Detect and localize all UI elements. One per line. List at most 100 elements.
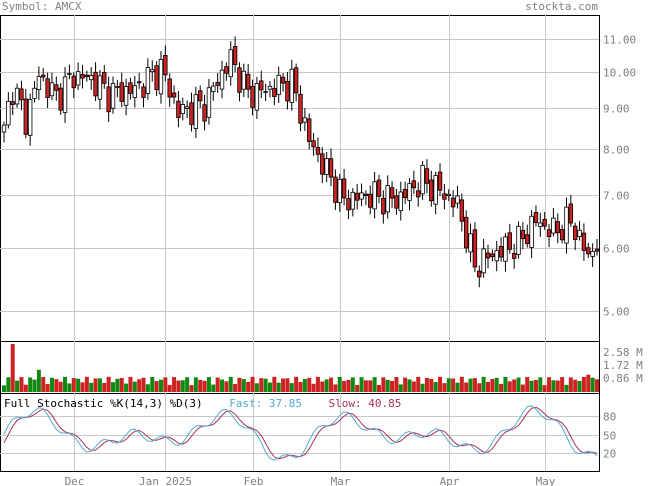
volume-bar xyxy=(568,377,573,392)
volume-bar xyxy=(281,378,286,392)
candle-body xyxy=(590,251,595,257)
candle-body xyxy=(533,212,539,224)
candle-body xyxy=(455,195,460,204)
volume-bar xyxy=(315,376,320,392)
volume-bar xyxy=(468,378,473,392)
candle-body xyxy=(119,82,124,102)
candle-body xyxy=(232,46,238,65)
volume-bar xyxy=(324,379,329,392)
volume-bar xyxy=(23,384,28,392)
candle-body xyxy=(36,76,42,91)
candle-body xyxy=(411,180,417,189)
volume-bar xyxy=(333,384,338,392)
volume-bar xyxy=(215,377,220,392)
candle-body xyxy=(516,225,521,255)
candle-body xyxy=(62,76,68,113)
candle-body xyxy=(228,49,233,78)
candle-body xyxy=(472,229,478,268)
volume-bar xyxy=(124,383,129,392)
volume-bar xyxy=(586,374,591,392)
candle-body xyxy=(276,74,281,95)
volume-bar xyxy=(176,380,181,392)
candle-body xyxy=(32,87,37,99)
candle-body xyxy=(511,253,517,259)
volume-bar xyxy=(189,385,194,392)
candle-body xyxy=(171,92,177,98)
volume-bar xyxy=(542,385,547,392)
volume-bar xyxy=(368,380,373,392)
candle-body xyxy=(224,66,229,74)
volume-bar xyxy=(407,379,412,392)
candle-body xyxy=(315,147,321,155)
candle-body xyxy=(538,222,543,227)
candle-body xyxy=(320,153,325,175)
candle-body xyxy=(581,232,587,251)
candle-body xyxy=(6,100,11,126)
volume-bar xyxy=(193,377,198,392)
volume-bar xyxy=(403,377,408,392)
candle-body xyxy=(19,88,24,101)
candle-body xyxy=(324,158,329,175)
candle-body xyxy=(219,69,225,90)
volume-bar xyxy=(89,382,94,392)
candle-body xyxy=(267,85,273,90)
volume-bar xyxy=(516,377,521,392)
volume-bar xyxy=(346,379,351,392)
candle-body xyxy=(67,73,72,75)
candle-body xyxy=(359,192,364,200)
x-tick-label: Jan 2025 xyxy=(139,475,192,486)
volume-bar xyxy=(538,377,543,392)
price-tick-label: 5.00 xyxy=(603,306,630,319)
volume-bar xyxy=(433,382,438,392)
volume-bar xyxy=(581,376,586,392)
price-tick-label: 11.00 xyxy=(603,34,636,47)
candle-body xyxy=(520,229,526,240)
volume-bar xyxy=(337,377,342,392)
candle-body xyxy=(97,75,103,100)
candle-body xyxy=(311,140,316,148)
candle-body xyxy=(429,179,434,202)
volume-bar xyxy=(259,378,264,392)
volume-bar xyxy=(145,384,150,392)
candle-body xyxy=(10,101,15,105)
volume-bar xyxy=(211,384,216,392)
volume-bar xyxy=(429,378,434,392)
candle-body xyxy=(459,199,465,222)
volume-bar xyxy=(241,379,246,392)
candle-body xyxy=(503,236,508,262)
candle-body xyxy=(211,85,216,92)
volume-bar xyxy=(595,379,599,392)
volume-bar xyxy=(111,382,116,392)
volume-bar xyxy=(246,381,251,392)
candle-body xyxy=(433,175,438,205)
candle-body xyxy=(132,85,138,98)
candle-body xyxy=(141,86,146,98)
volume-bar xyxy=(394,377,399,392)
volume-bar xyxy=(132,381,137,392)
volume-bar xyxy=(320,381,325,392)
volume-tick-label: 0.86 M xyxy=(603,372,643,385)
candle-body xyxy=(123,86,129,106)
volume-bar xyxy=(424,377,429,392)
volume-bar xyxy=(438,376,443,392)
volume-bar xyxy=(573,379,578,392)
volume-bar xyxy=(172,377,177,392)
candle-body xyxy=(307,118,312,142)
volume-bar xyxy=(451,378,456,392)
volume-bar xyxy=(141,377,146,392)
volume-bar xyxy=(80,382,85,392)
volume-bar xyxy=(84,376,89,392)
candle-body xyxy=(389,187,395,199)
volume-bar xyxy=(28,377,33,392)
volume-bar xyxy=(590,377,595,392)
candle-body xyxy=(420,165,425,195)
candle-body xyxy=(150,69,155,73)
volume-bar xyxy=(455,382,460,392)
volume-bar xyxy=(76,378,81,392)
candle-body xyxy=(206,87,212,118)
volume-bar xyxy=(577,381,582,392)
volume-bar xyxy=(342,380,347,392)
volume-bar xyxy=(202,380,207,392)
volume-bar xyxy=(58,381,63,392)
volume-bar xyxy=(442,383,447,392)
